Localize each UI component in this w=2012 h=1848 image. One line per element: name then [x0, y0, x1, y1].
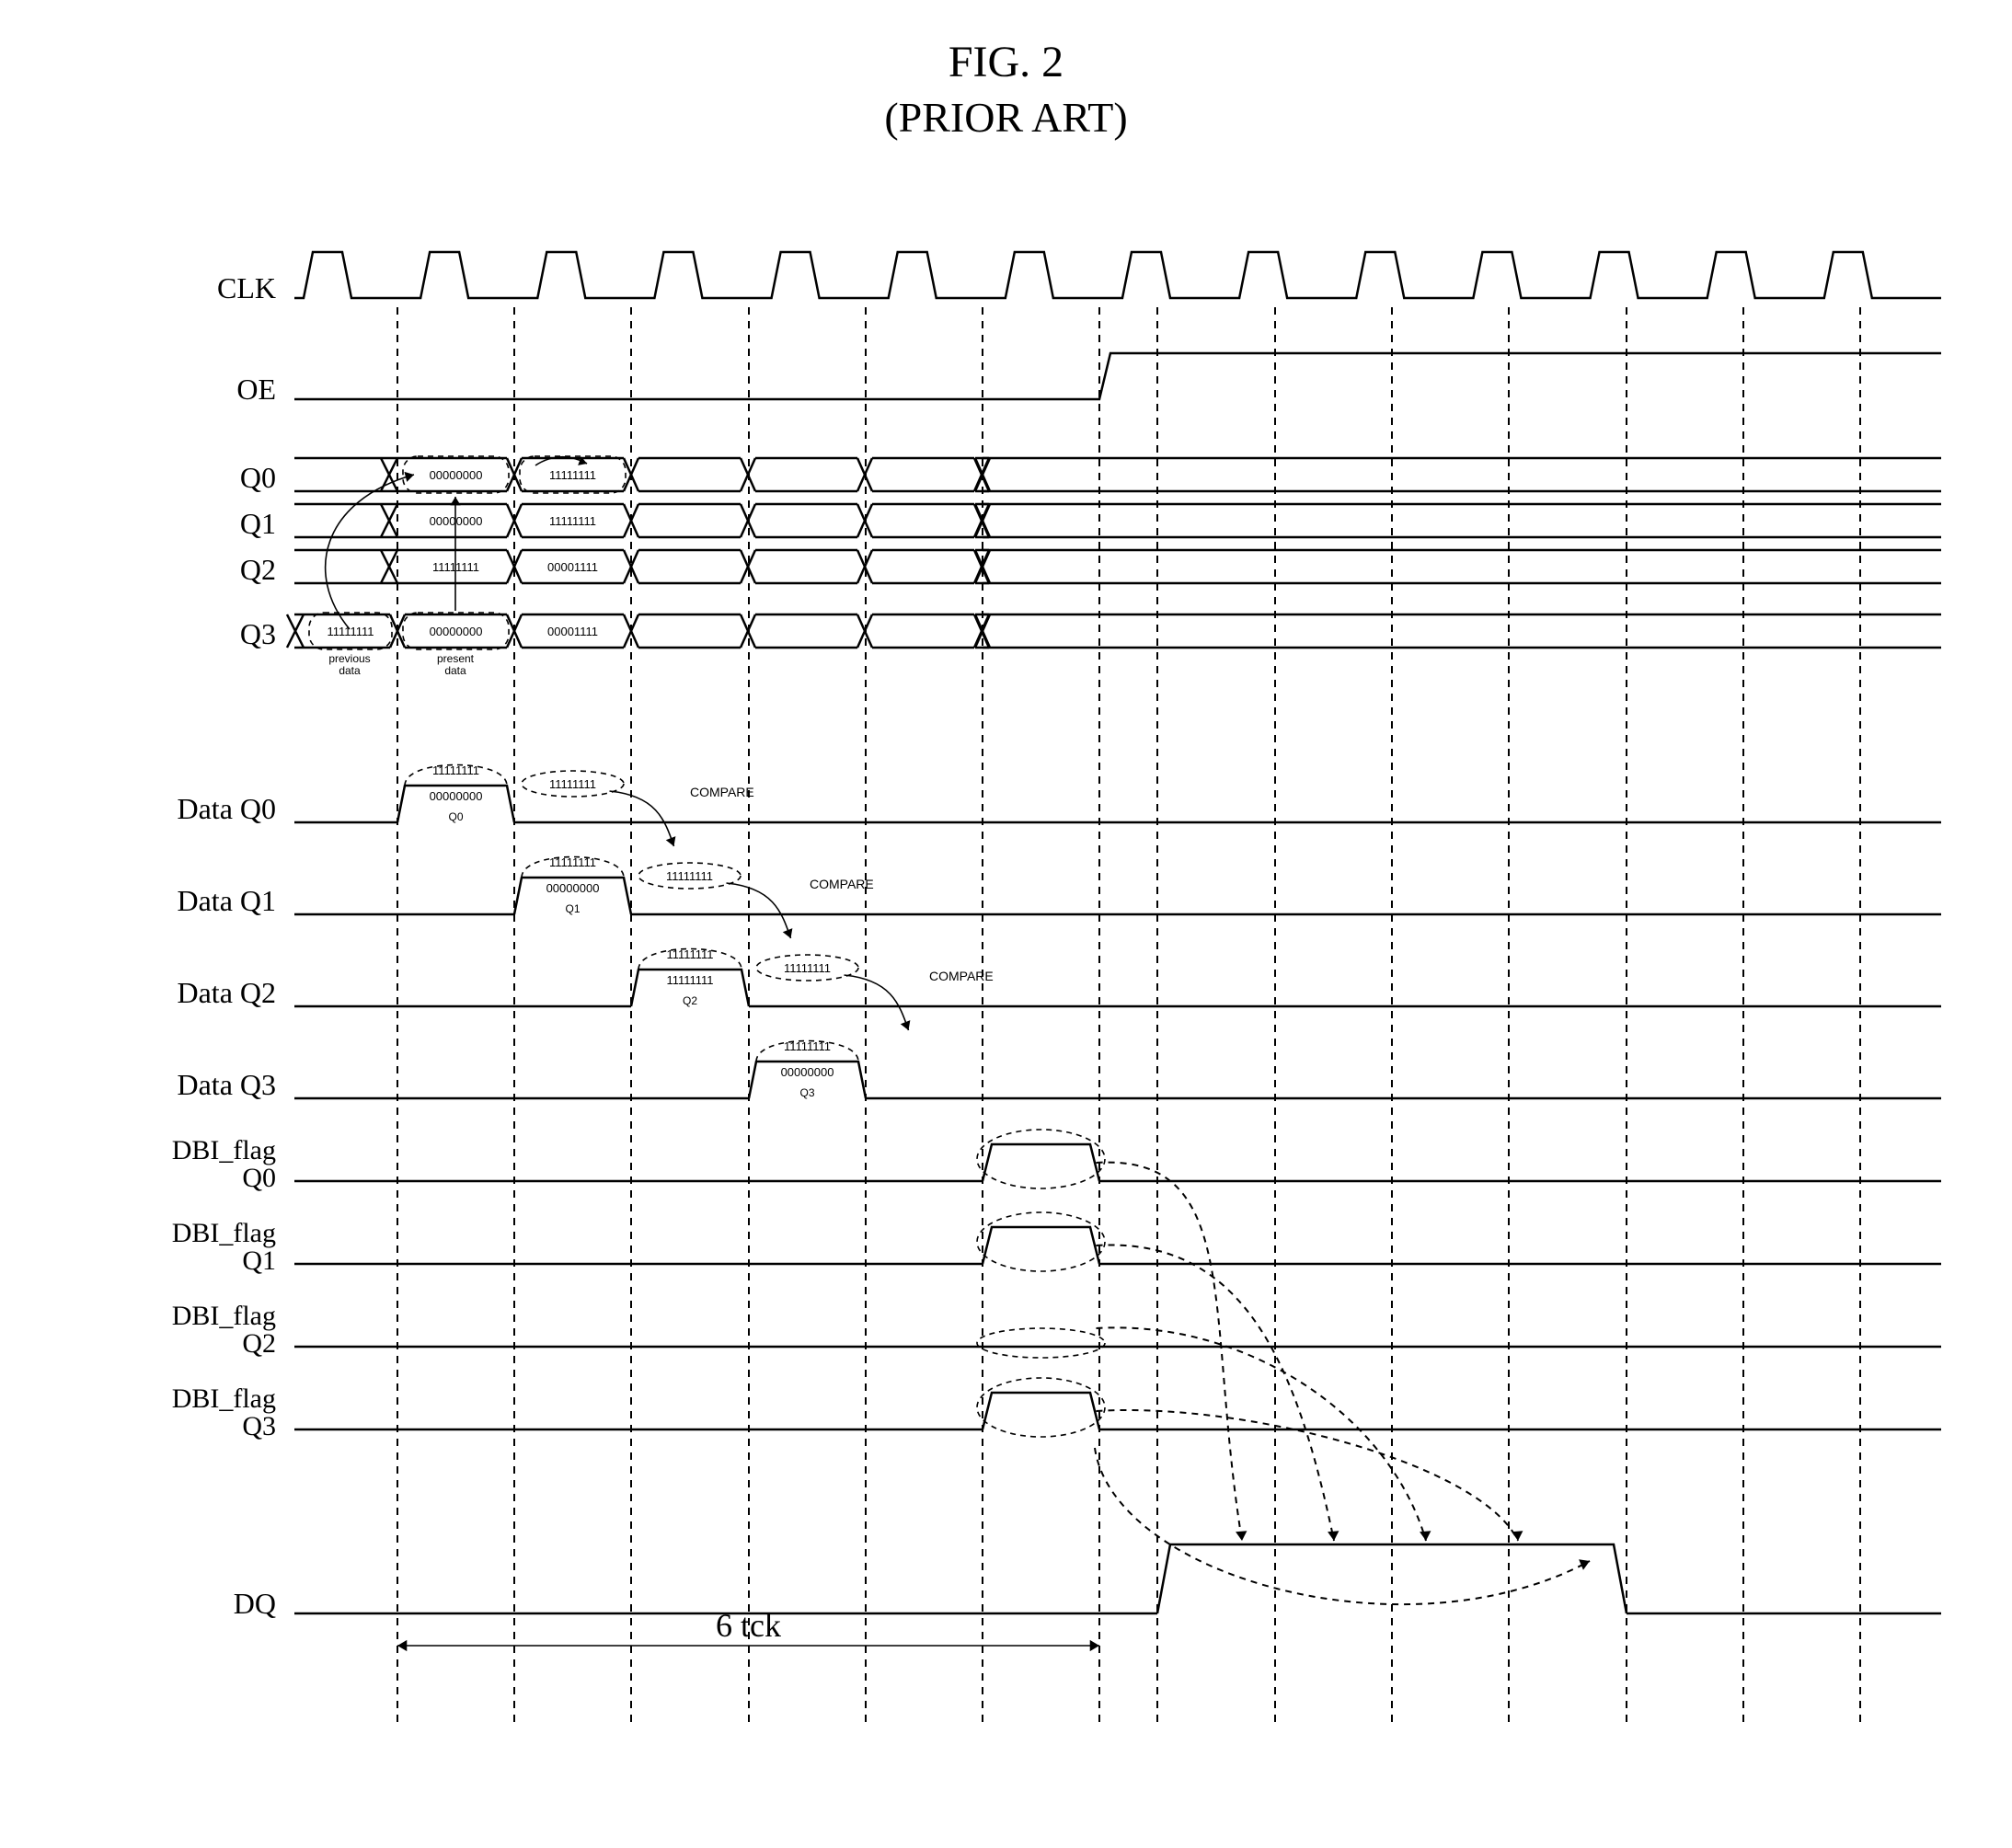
bus-cell-value: 11111111 — [549, 514, 596, 528]
stack-top: 11111111 — [549, 855, 596, 869]
dbiflagq1-label2: Q1 — [242, 1245, 276, 1276]
bus-cell-value: 11111111 — [327, 625, 374, 638]
stack-bot: 00000000 — [781, 1065, 834, 1079]
fwd-val: 11111111 — [784, 961, 831, 975]
dq-label: DQ — [234, 1587, 276, 1620]
stack-label: Q1 — [565, 902, 580, 915]
timing-diagram: CLK OE Q0 00000000 11111111 Q1 00000000 1111111… — [28, 178, 1984, 1816]
dbiflagq2-label2: Q2 — [242, 1328, 276, 1359]
bus-cell-value: 00001111 — [547, 625, 598, 638]
fwd-val: 11111111 — [549, 777, 596, 791]
stack-top: 11111111 — [432, 763, 479, 777]
compare-label: COMPARE — [810, 877, 874, 891]
stack-label: Q0 — [448, 810, 463, 823]
dbiflagq3-label2: Q3 — [242, 1411, 276, 1441]
bus-cell-value: 00000000 — [430, 468, 483, 482]
stack-label: Q3 — [799, 1086, 814, 1099]
stack-top: 11111111 — [666, 947, 713, 961]
bus-cell-value: 00000000 — [430, 625, 483, 638]
q3-label: Q3 — [240, 617, 276, 650]
fwd-val: 11111111 — [666, 869, 713, 883]
q0-label: Q0 — [240, 461, 276, 494]
dataq2-label: Data Q2 — [177, 976, 276, 1009]
dbiflagq2-label1: DBI_flag — [172, 1301, 276, 1331]
dbiflagq3-label1: DBI_flag — [172, 1383, 276, 1414]
stack-bot: 00000000 — [430, 789, 483, 803]
sub-label: data — [339, 664, 361, 677]
sub-label: previous — [328, 652, 370, 665]
compare-label: COMPARE — [929, 969, 994, 983]
dataq1-label: Data Q1 — [177, 884, 276, 917]
stack-bot: 11111111 — [666, 973, 713, 987]
clk-label: CLK — [217, 271, 276, 304]
sub-label: present — [437, 652, 475, 665]
clk-waveform — [294, 252, 1941, 298]
figure-label: FIG. 2 — [28, 37, 1984, 87]
q1-label: Q1 — [240, 507, 276, 540]
dataq0-label: Data Q0 — [177, 792, 276, 825]
bus-cell-value: 00001111 — [547, 560, 598, 574]
stack-top: 11111111 — [784, 1039, 831, 1053]
dataq3-label: Data Q3 — [177, 1068, 276, 1101]
dbiflagq1-label1: DBI_flag — [172, 1218, 276, 1248]
stack-label: Q2 — [683, 994, 697, 1007]
dbiflagq0-label2: Q0 — [242, 1163, 276, 1193]
sub-label: data — [444, 664, 466, 677]
compare-label: COMPARE — [690, 785, 754, 799]
oe-label: OE — [236, 373, 276, 406]
figure-subtitle: (PRIOR ART) — [28, 93, 1984, 142]
stack-bot: 00000000 — [546, 881, 600, 895]
q2-label: Q2 — [240, 553, 276, 586]
tck-label: 6 tck — [716, 1607, 781, 1644]
dbiflagq0-label1: DBI_flag — [172, 1135, 276, 1165]
bus-cell-value: 11111111 — [549, 468, 596, 482]
